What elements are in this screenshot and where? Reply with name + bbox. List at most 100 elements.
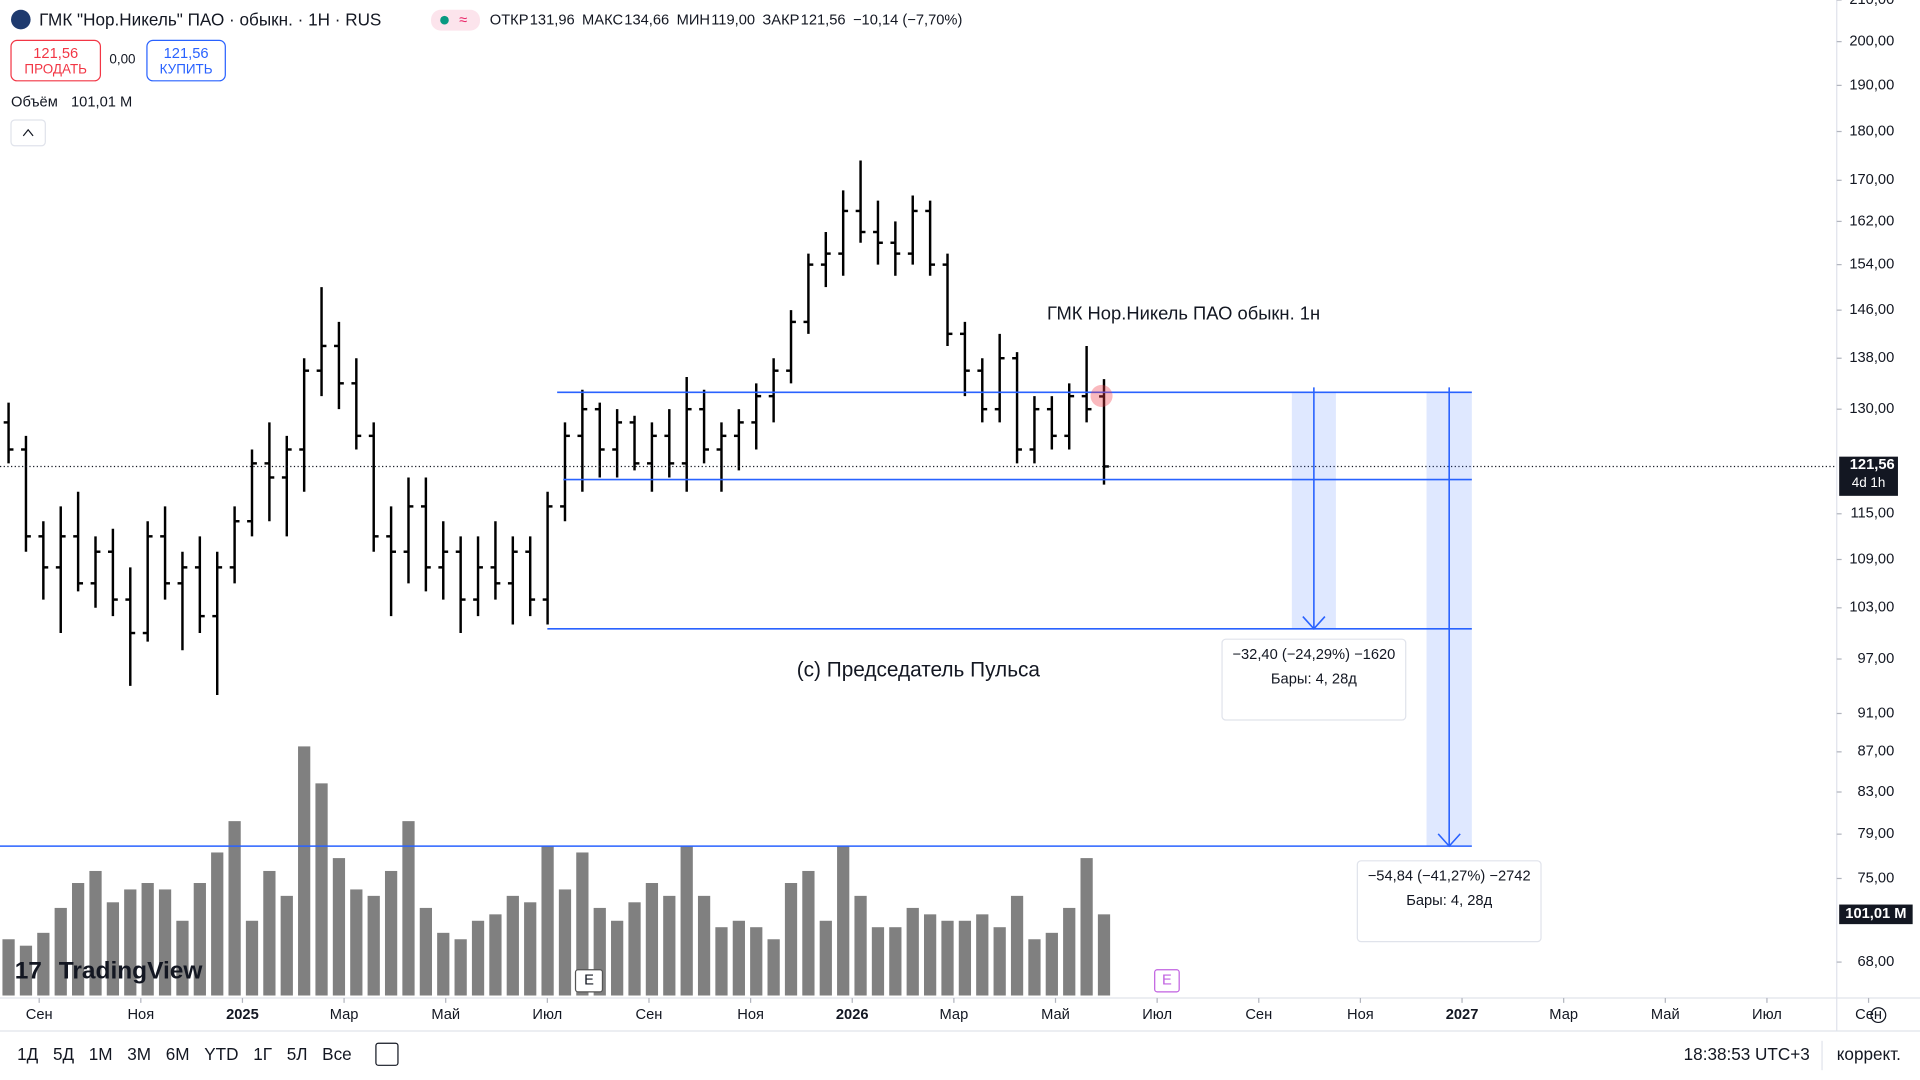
volume-bar <box>941 920 954 996</box>
ohlc-label: ОТКР <box>490 13 529 29</box>
x-tick-label: Ноя <box>737 1007 764 1023</box>
x-tick-label: Май <box>431 1007 460 1023</box>
volume-legend: Объём <box>11 95 58 111</box>
volume-bar <box>784 883 798 996</box>
y-tick-label: 146,00 <box>1849 302 1894 318</box>
volume-bar <box>906 907 919 996</box>
measure-label-box <box>1356 860 1542 943</box>
volume-bar <box>211 852 224 996</box>
volume-bar <box>489 914 502 996</box>
x-tick-label: Ноя <box>127 1007 154 1023</box>
collapse-button[interactable] <box>10 119 46 147</box>
volume-bar <box>558 889 572 996</box>
collapse-icon <box>22 128 34 137</box>
symbol-logo <box>11 9 31 30</box>
status-icon: ≈ <box>459 13 467 29</box>
last-price-label: 121,56 <box>1850 457 1895 473</box>
volume-bar <box>37 932 50 996</box>
volume-bar <box>611 920 624 996</box>
volume-bar <box>124 889 137 996</box>
range-button[interactable]: 1М <box>89 1044 113 1064</box>
x-tick-label: Ноя <box>1347 1007 1374 1023</box>
volume-bar <box>680 846 693 996</box>
y-tick-label: 138,00 <box>1849 350 1894 366</box>
measure-text: −32,40 (−24,29%) −1620 <box>1232 647 1395 663</box>
volume-bar <box>1010 895 1024 996</box>
volume-bar <box>89 870 102 996</box>
event-icon-future[interactable] <box>1154 969 1180 993</box>
annotation: ГМК Нор.Никель ПАО обыкн. 1н <box>1047 303 1320 324</box>
x-tick-label: Мар <box>1549 1007 1578 1023</box>
volume-bar <box>158 889 172 996</box>
sell-button[interactable] <box>10 39 102 82</box>
volume-bar <box>263 870 276 996</box>
volume-label-box <box>1839 904 1913 925</box>
y-tick-label: 170,00 <box>1849 172 1894 188</box>
volume-bar <box>2 939 15 996</box>
adjust-button[interactable]: коррект. <box>1837 1044 1901 1064</box>
range-button[interactable]: 6М <box>166 1044 190 1064</box>
range-button[interactable]: 5Д <box>53 1044 75 1064</box>
change: −10,14 (−7,70%) <box>853 13 962 29</box>
x-tick-label: Июл <box>1752 1007 1782 1023</box>
range-button[interactable]: YTD <box>204 1044 238 1064</box>
event-icon-future-letter: E <box>1162 973 1172 989</box>
y-tick-label: 91,00 <box>1858 705 1895 721</box>
y-tick-label: 115,00 <box>1850 506 1894 522</box>
volume-bar <box>384 870 398 996</box>
y-tick-label: 190,00 <box>1849 77 1894 93</box>
status-dot <box>440 15 449 25</box>
measure-bars: Бары: 4, 28д <box>1271 671 1357 687</box>
volume-bar <box>54 907 67 996</box>
volume-bar <box>524 902 537 996</box>
volume-bar <box>506 895 519 996</box>
buy-button[interactable] <box>146 39 226 82</box>
ohlc-value: 131,96 <box>530 13 575 29</box>
spread: 0,00 <box>109 52 135 67</box>
volume-bar <box>315 783 328 996</box>
symbol-title[interactable]: ГМК "Нор.Никель" ПАО · обыкн. · 1H · RUS <box>39 9 381 29</box>
range-button[interactable]: 1Д <box>17 1044 39 1064</box>
y-tick-label: 97,00 <box>1858 651 1895 667</box>
x-tick-label: Май <box>1041 1007 1070 1023</box>
settings-icon[interactable] <box>1870 1007 1887 1024</box>
plot: −32,40 (−24,29%) −1620 Бары: 4, 28д −54,84… <box>0 160 1837 996</box>
sell-price: 121,56 <box>33 46 78 62</box>
volume-bar <box>72 883 85 996</box>
range-button[interactable]: 3М <box>127 1044 151 1064</box>
ohlc-label: МАКС <box>582 13 623 29</box>
volume-bar <box>732 920 745 996</box>
ohlc-label: МИН <box>677 13 710 29</box>
volume-bar <box>924 914 937 996</box>
range-button[interactable]: Все <box>322 1044 352 1064</box>
x-tick-label: Сен <box>1855 1007 1882 1023</box>
x-tick-label: 2025 <box>226 1007 259 1023</box>
watermark: TradingView <box>59 958 204 985</box>
y-tick-label: 200,00 <box>1849 34 1894 50</box>
measure-arrowhead <box>1437 833 1461 848</box>
status-badge[interactable] <box>431 9 480 31</box>
date-range-icon[interactable] <box>375 1042 399 1066</box>
ohlc-value: 121,56 <box>801 13 846 29</box>
event-icon[interactable] <box>574 969 604 993</box>
x-tick-label: Мар <box>940 1007 969 1023</box>
volume-bar <box>402 821 415 996</box>
measure-bars: Бары: 4, 28д <box>1406 893 1492 909</box>
range-button[interactable]: 5Л <box>287 1044 308 1064</box>
x-tick-label: Сен <box>1245 1007 1272 1023</box>
measure-label-box <box>1221 638 1407 721</box>
last-price-marker <box>1090 384 1113 407</box>
volume-bar <box>471 920 485 996</box>
y-tick-label: 210,00 <box>1849 0 1894 8</box>
last-price-box <box>1839 456 1898 496</box>
volume-bar <box>715 927 728 996</box>
volume-bar <box>1045 932 1058 996</box>
y-tick-label: 103,00 <box>1849 600 1894 616</box>
clock: 18:38:53 UTC+3 <box>1684 1044 1810 1064</box>
y-tick-label: 87,00 <box>1858 744 1895 760</box>
range-button[interactable]: 1Г <box>253 1044 272 1064</box>
volume-bar <box>1080 858 1093 996</box>
volume-bar <box>1097 914 1111 996</box>
ohlc-label: ЗАКР <box>762 13 799 29</box>
